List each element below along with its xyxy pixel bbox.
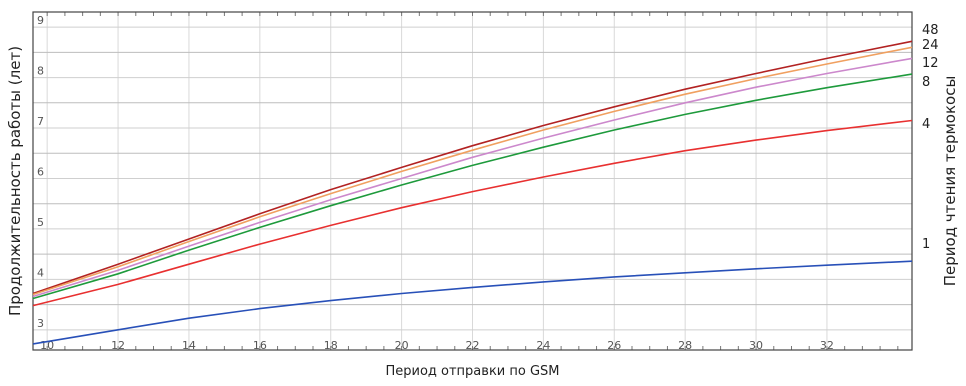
series-label-4: 4 [922,117,930,132]
y-tick-label: 6 [37,165,44,178]
y-tick-label: 3 [37,317,44,330]
series-label-24: 24 [922,38,939,53]
y-tick-label: 9 [37,14,44,27]
x-tick-label: 26 [607,339,621,352]
series-line-4 [32,119,913,307]
y-tick-label: 7 [37,115,44,128]
plot-frame [32,11,913,351]
x-tick-label: 16 [253,339,267,352]
x-tick-label: 28 [678,339,692,352]
x-tick-label: 22 [466,339,480,352]
series-label-12: 12 [922,56,939,71]
x-axis-title: Период отправки по GSM [385,364,559,379]
series-line-8 [32,73,913,300]
x-tick-label: 20 [395,339,409,352]
y-tick-label: 5 [37,216,44,229]
y-tick-label: 4 [37,266,44,279]
right-axis-title: Период чтения термокосы [941,76,959,287]
x-tick-label: 12 [111,339,125,352]
x-tick-label: 24 [536,339,550,352]
x-tick-label: 14 [182,339,196,352]
series-label-48: 48 [922,23,939,38]
x-tick-label: 18 [324,339,338,352]
x-tick-label: 32 [820,339,834,352]
y-axis-title: Продолжительность работы (лет) [6,46,24,316]
series-line-1 [32,260,913,345]
series-label-1: 1 [922,237,930,252]
series-line-12 [32,57,913,298]
series-line-48 [32,40,913,295]
series-label-8: 8 [922,75,930,90]
x-tick-label: 30 [749,339,763,352]
series-line-24 [32,46,913,296]
y-tick-label: 8 [37,65,44,78]
